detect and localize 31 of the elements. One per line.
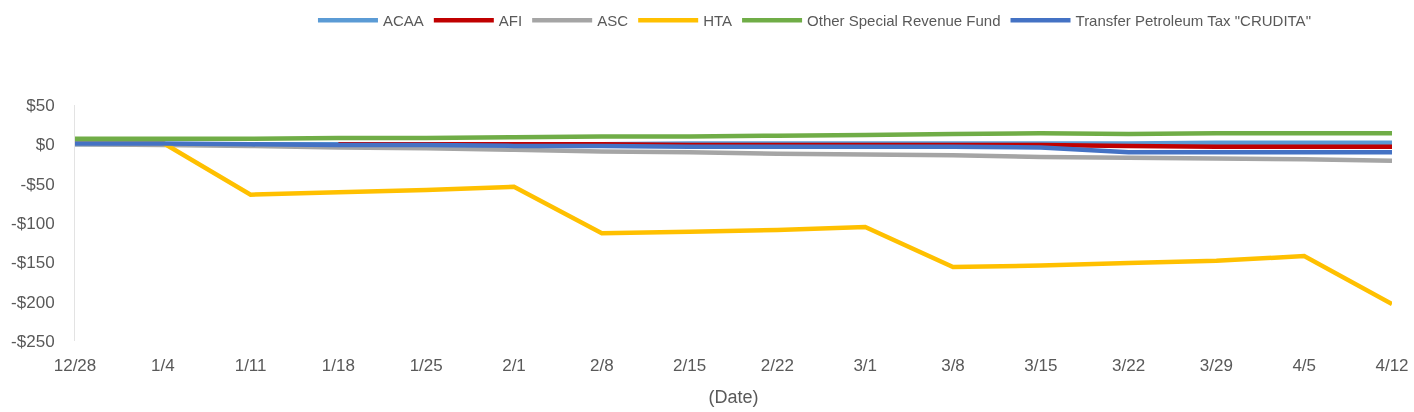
x-tick-label: 3/8 — [941, 356, 965, 375]
x-tick-label: 3/29 — [1199, 356, 1233, 375]
line-series — [75, 141, 1392, 155]
x-tick-label: 3/1 — [853, 356, 878, 375]
x-tick-label: 1/4 — [150, 356, 175, 375]
x-tick-label: 1/18 — [321, 356, 355, 375]
y-tick-label: -$100 — [11, 213, 55, 233]
legend-label: ACAA — [382, 12, 424, 30]
x-tick-label: 2/22 — [760, 356, 794, 375]
x-tick-label: 2/1 — [502, 356, 526, 375]
legend-label: Other Special Revenue Fund — [807, 12, 1001, 30]
y-tick-label: -$250 — [11, 331, 55, 351]
y-tick-label: -$200 — [11, 292, 55, 312]
x-tick-label: 1/11 — [234, 356, 267, 375]
x-tick-label: 3/15 — [1024, 356, 1058, 375]
x-tick-label: 4/5 — [1292, 356, 1317, 375]
y-tick-label: $50 — [26, 95, 55, 115]
y-tick-label: -$150 — [11, 253, 55, 273]
y-tick-label: $0 — [35, 135, 55, 155]
x-tick-label: 12/28 — [53, 356, 97, 375]
legend-label: ASC — [597, 12, 629, 30]
x-tick-label: 3/22 — [1112, 356, 1146, 375]
x-tick-label: 2/15 — [673, 356, 707, 375]
legend-label: AFI — [498, 12, 523, 30]
y-tick-label: -$50 — [20, 174, 55, 194]
x-axis-title: (Date) — [708, 387, 759, 408]
x-tick-label: 2/8 — [589, 356, 614, 375]
legend-label: HTA — [703, 12, 733, 30]
x-tick-label: 4/12 — [1375, 356, 1409, 375]
x-tick-label: 1/25 — [409, 356, 443, 375]
legend-label: Transfer Petroleum Tax "CRUDITA" — [1075, 12, 1311, 30]
